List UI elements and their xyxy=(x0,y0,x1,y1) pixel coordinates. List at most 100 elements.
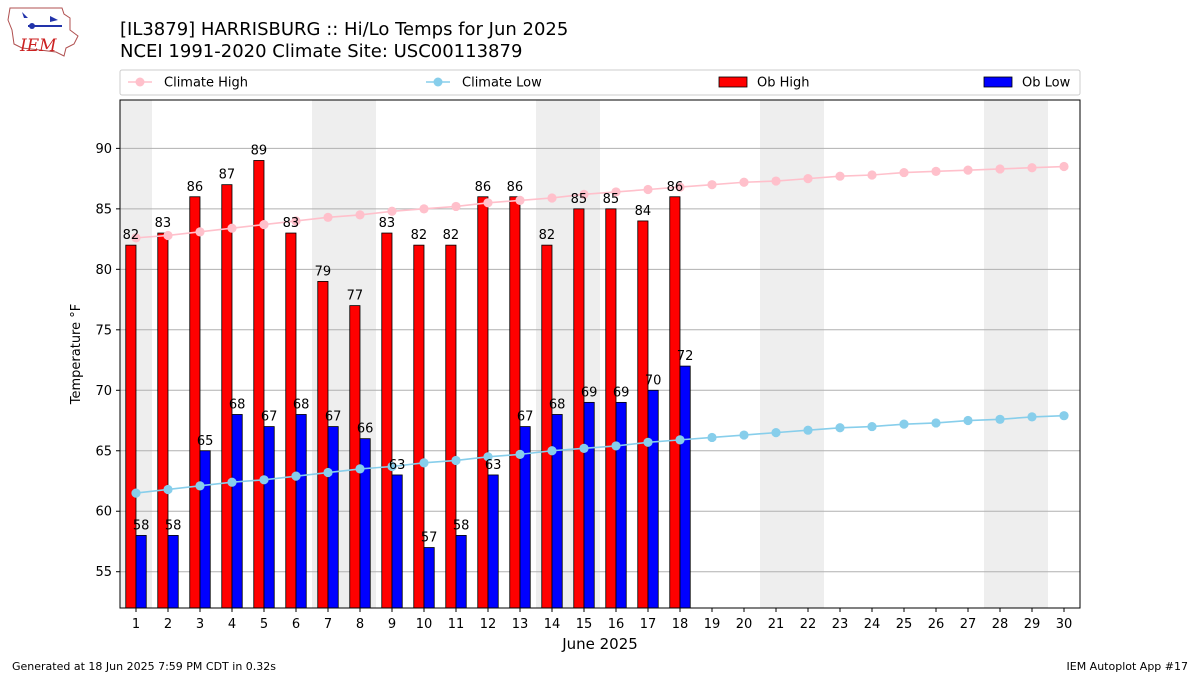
climate-low-line xyxy=(135,414,1065,494)
climate-high-point xyxy=(931,166,941,176)
ob-high-bar xyxy=(317,281,329,609)
climate-low-point xyxy=(675,435,685,445)
ob-high-bar-label: 79 xyxy=(315,264,332,279)
climate-low-point xyxy=(419,458,429,468)
ob-high-bar-label: 89 xyxy=(251,143,268,158)
climate-low-point xyxy=(355,464,365,474)
climate-low-point xyxy=(707,432,717,443)
legend-bar-swatch xyxy=(718,76,748,88)
ob-high-bar-label: 83 xyxy=(379,216,396,231)
ob-low-bar xyxy=(583,401,595,609)
ob-high-bar xyxy=(637,220,649,609)
ob-low-bar xyxy=(647,389,659,609)
y-tick-label: 75 xyxy=(95,323,112,338)
x-tick-label: 3 xyxy=(196,617,204,632)
climate-low-point xyxy=(131,488,141,498)
legend-item-ob-low: Ob Low xyxy=(983,76,1071,91)
climate-low-point xyxy=(771,428,781,438)
logo-text: IEM xyxy=(19,36,57,56)
ob-low-bar-label: 58 xyxy=(453,518,470,533)
chart-subtitle: NCEI 1991-2020 Climate Site: USC00113879 xyxy=(120,41,522,62)
climate-high-point xyxy=(835,171,845,181)
ob-high-bar-label: 82 xyxy=(411,228,428,243)
x-tick-label: 23 xyxy=(832,617,849,632)
climate-high-point xyxy=(995,164,1005,174)
climate-high-point xyxy=(803,174,813,184)
ob-low-bar-label: 67 xyxy=(517,410,534,425)
y-axis: 55 60 65 70 75 80 85 90 xyxy=(95,142,120,580)
ob-low-bar-label: 57 xyxy=(421,531,438,546)
y-tick-label: 60 xyxy=(95,505,112,520)
y-tick-label: 65 xyxy=(95,444,112,459)
ob-high-bar xyxy=(189,196,201,609)
climate-low-point xyxy=(739,430,749,440)
legend-label: Ob High xyxy=(757,76,810,91)
climate-lines xyxy=(131,161,1069,498)
x-tick-label: 29 xyxy=(1024,617,1041,632)
climate-high-point xyxy=(963,165,973,175)
bars xyxy=(125,160,691,609)
y-axis-title: Temperature °F xyxy=(69,304,84,405)
ob-low-bar-label: 72 xyxy=(677,349,694,364)
ob-low-bar xyxy=(615,401,627,609)
climate-low-point xyxy=(803,425,813,435)
climate-high-line xyxy=(135,165,1065,239)
climate-low-point xyxy=(835,423,845,433)
climate-high-point xyxy=(1027,163,1037,173)
ob-low-bar xyxy=(199,450,211,609)
y-tick-label: 70 xyxy=(95,384,112,399)
climate-high-point xyxy=(451,201,461,212)
climate-high-point xyxy=(227,223,237,233)
climate-low-point xyxy=(963,415,973,426)
climate-high-point xyxy=(739,177,749,187)
iem-logo: IEM xyxy=(7,7,79,57)
climate-high-point xyxy=(515,195,525,205)
ob-low-bar xyxy=(487,474,499,609)
climate-high-point xyxy=(291,216,301,226)
y-tick-label: 90 xyxy=(95,142,112,157)
climate-high-point xyxy=(771,176,781,186)
chart-title: [IL3879] HARRISBURG :: Hi/Lo Temps for J… xyxy=(120,19,568,40)
legend-label: Climate High xyxy=(164,76,248,91)
ob-low-bar xyxy=(455,535,467,609)
climate-high-point xyxy=(899,167,909,178)
ob-high-bar xyxy=(221,184,233,609)
climate-low-point xyxy=(291,471,301,481)
legend-item-climate-low: Climate Low xyxy=(426,76,542,91)
x-tick-label: 4 xyxy=(228,617,236,632)
ob-low-bar-label: 65 xyxy=(197,434,214,449)
ob-low-bar-label: 70 xyxy=(645,373,662,388)
ob-high-bar xyxy=(573,208,585,609)
x-tick-label: 17 xyxy=(640,617,657,632)
climate-low-point xyxy=(483,452,493,462)
climate-high-point xyxy=(867,170,877,180)
ob-high-bar-label: 83 xyxy=(283,216,300,231)
x-tick-label: 24 xyxy=(864,617,881,632)
ob-low-bar xyxy=(391,474,403,609)
ob-low-bar-label: 63 xyxy=(485,458,502,473)
climate-high-point xyxy=(707,180,717,190)
x-tick-label: 12 xyxy=(480,617,497,632)
ob-low-bar-label: 66 xyxy=(357,422,374,437)
weekend-band xyxy=(984,100,1048,608)
x-tick-label: 28 xyxy=(992,617,1009,632)
climate-low-point xyxy=(163,484,173,495)
x-axis-title: June 2025 xyxy=(561,635,638,653)
weekend-band xyxy=(760,100,824,608)
ob-low-bar-label: 69 xyxy=(581,385,598,400)
x-tick-label: 26 xyxy=(928,617,945,632)
x-tick-label: 30 xyxy=(1056,617,1073,632)
ob-low-bar xyxy=(135,535,147,609)
ob-high-bar xyxy=(285,232,297,609)
ob-high-bar-label: 83 xyxy=(155,216,172,231)
legend-item-climate-high: Climate High xyxy=(128,76,248,91)
ob-low-bar xyxy=(359,438,371,609)
gridlines xyxy=(120,147,1080,573)
ob-high-bar xyxy=(541,244,553,609)
x-tick-label: 18 xyxy=(672,617,689,632)
legend: Climate High Climate Low Ob High Ob Low xyxy=(119,69,1081,96)
x-tick-label: 21 xyxy=(768,617,785,632)
ob-high-bar-label: 85 xyxy=(571,192,588,207)
climate-low-point xyxy=(1059,411,1069,421)
